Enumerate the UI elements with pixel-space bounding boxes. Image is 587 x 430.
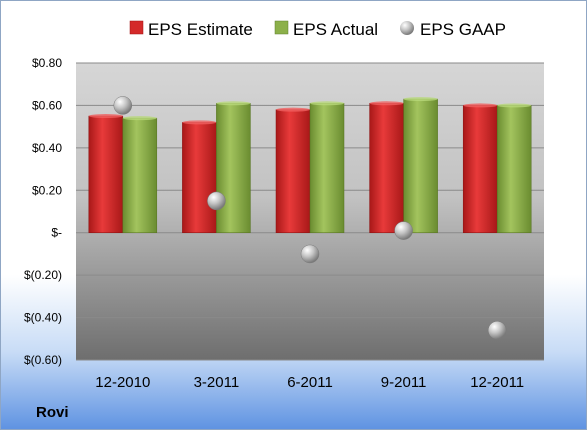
gaap-point bbox=[394, 221, 413, 240]
bar-top bbox=[369, 101, 404, 106]
y-tick-label: $0.20 bbox=[32, 183, 62, 197]
bar-body bbox=[88, 115, 124, 233]
y-tick-label: $(0.20) bbox=[24, 268, 62, 282]
bar-body bbox=[403, 98, 438, 233]
legend-label-eps-gaap: EPS GAAP bbox=[420, 20, 506, 39]
bar-body bbox=[216, 103, 251, 233]
bars bbox=[88, 97, 532, 233]
x-category-label: 12-2010 bbox=[95, 374, 150, 391]
legend-swatch-eps-estimate bbox=[129, 20, 144, 35]
x-category-label: 9-2011 bbox=[381, 374, 427, 391]
bar-eps-estimate bbox=[182, 120, 217, 233]
bar-eps-actual bbox=[309, 101, 345, 233]
bar-body bbox=[275, 109, 311, 233]
bar-top bbox=[276, 107, 310, 112]
y-tick-label: $0.60 bbox=[32, 98, 62, 112]
legend-label-eps-estimate: EPS Estimate bbox=[148, 20, 253, 39]
bar-body bbox=[309, 103, 345, 233]
bar-eps-actual bbox=[122, 116, 158, 233]
bar-top bbox=[216, 101, 251, 106]
x-axis-categories: 12-2010 3-2011 6-2011 9-2011 12-2011 bbox=[95, 374, 524, 391]
y-tick-label: $(0.40) bbox=[24, 311, 62, 325]
y-tick-label: $(0.60) bbox=[24, 353, 62, 367]
bar-eps-actual bbox=[216, 101, 251, 233]
y-tick-label: $0.80 bbox=[32, 56, 62, 70]
x-category-label: 3-2011 bbox=[194, 374, 240, 391]
y-axis-ticks: $0.80 $0.60 $0.40 $0.20 $- $(0.20) $(0.40) $(0.… bbox=[24, 56, 62, 367]
x-category-label: 12-2011 bbox=[470, 374, 524, 391]
bar-body bbox=[369, 103, 404, 233]
bar-top bbox=[182, 120, 217, 125]
bar-top bbox=[88, 114, 123, 119]
bar-top bbox=[403, 97, 438, 102]
bar-eps-estimate bbox=[275, 107, 311, 233]
legend: EPS Estimate EPS Actual EPS GAAP bbox=[129, 20, 506, 39]
gaap-point bbox=[487, 321, 507, 340]
gaap-point bbox=[207, 191, 226, 211]
legend-label-eps-actual: EPS Actual bbox=[293, 20, 378, 39]
bar-top bbox=[310, 101, 344, 106]
gaap-point bbox=[300, 244, 320, 264]
bar-top bbox=[122, 116, 157, 121]
bar-eps-actual bbox=[403, 97, 438, 233]
gaap-point bbox=[113, 96, 133, 115]
bar-body bbox=[496, 105, 532, 233]
bar-top bbox=[463, 103, 498, 108]
bar-eps-estimate bbox=[462, 103, 498, 233]
x-category-label: 6-2011 bbox=[287, 374, 333, 391]
bar-body bbox=[462, 105, 498, 233]
legend-swatch-eps-actual bbox=[274, 20, 289, 35]
bar-eps-estimate bbox=[369, 101, 404, 233]
bar-body bbox=[182, 122, 217, 233]
bar-eps-actual bbox=[496, 103, 532, 233]
company-label: Rovi bbox=[36, 404, 69, 421]
bar-top bbox=[497, 103, 532, 108]
bar-body bbox=[122, 117, 158, 233]
gaap-points bbox=[113, 96, 507, 340]
bar-eps-estimate bbox=[88, 114, 124, 233]
y-tick-label: $- bbox=[51, 226, 62, 240]
legend-swatch-eps-gaap bbox=[400, 21, 414, 35]
y-tick-label: $0.40 bbox=[32, 141, 62, 155]
